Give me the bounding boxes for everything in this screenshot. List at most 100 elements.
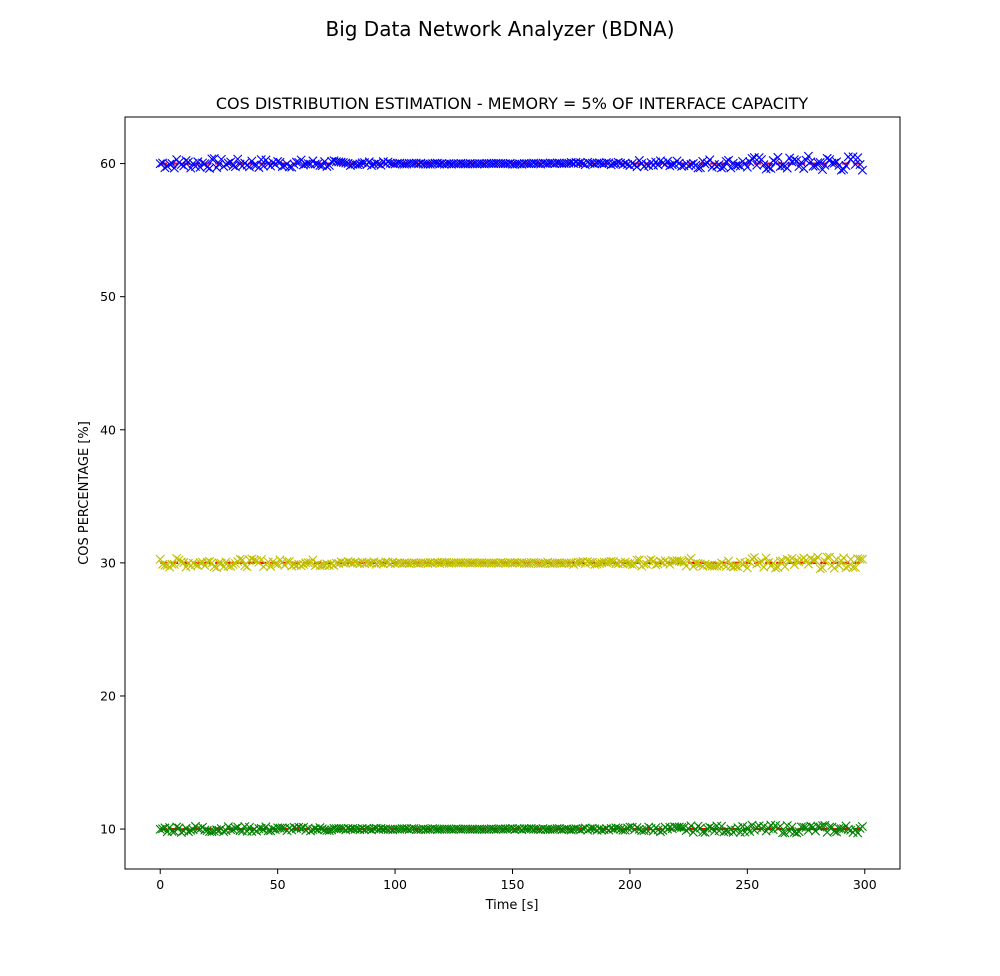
x-tick-label: 250 [735,877,759,892]
scatter-marker-series-1 [749,153,759,163]
scatter-marker-series-3 [458,824,468,834]
scatter-marker-series-1 [620,158,630,168]
scatter-marker-series-2 [850,562,860,573]
scatter-marker-series-1 [789,155,799,165]
x-tick-label: 100 [383,877,407,892]
scatter-marker-series-1 [763,162,774,173]
scatter-marker-series-2 [209,562,219,572]
scatter-marker-series-3 [792,828,802,838]
x-axis-ticks: 0 50 100 150 200 250 300 [156,869,877,892]
scatter-marker-series-3 [331,824,341,834]
y-tick-label: 20 [100,688,116,703]
scatter-marker-series-1 [601,157,612,168]
scatter-marker-series-1 [829,158,839,168]
scatter-marker-series-1 [320,157,330,167]
scatter-marker-series-1 [721,156,731,167]
scatter-marker-series-1 [214,159,224,169]
scatter-marker-series-1 [482,158,492,168]
scatter-marker-series-2 [822,552,832,562]
scatter-marker-series-1 [418,159,428,169]
scatter-marker-series-1 [413,159,424,169]
scatter-marker-series-1 [258,161,269,171]
scatter-marker-series-2 [266,561,276,571]
scatter-marker-series-1 [677,161,687,171]
scatter-marker-series-1 [803,151,813,161]
scatter-marker-series-2 [639,559,649,569]
scatter-marker-series-1 [841,160,851,171]
x-tick-label: 150 [501,877,525,892]
x-tick-label: 200 [618,877,642,892]
scatter-marker-series-3 [613,823,623,833]
scatter-marker-series-3 [472,824,482,834]
scatter-marker-series-2 [303,558,313,568]
scatter-marker-series-2 [484,558,494,568]
scatter-marker-series-2 [284,556,294,567]
scatter-marker-series-3 [583,825,593,835]
scatter-marker-series-3 [183,827,193,837]
scatter-marker-series-3 [747,820,757,830]
scatter-marker-series-3 [817,821,828,831]
scatter-marker-series-1 [291,157,302,167]
scatter-marker-series-2 [815,564,825,574]
scatter-marker-series-2 [324,560,334,571]
scatter-marker-series-1 [233,154,243,164]
scatter-marker-series-2 [723,556,734,566]
scatter-marker-series-2 [425,557,435,568]
scatter-marker-series-2 [322,559,332,569]
scatter-marker-series-1 [444,159,454,169]
scatter-marker-series-3 [374,824,384,834]
scatter-marker-series-3 [329,823,339,834]
scatter-marker-series-3 [587,823,597,833]
scatter-marker-series-2 [296,561,306,571]
scatter-marker-series-3 [686,821,696,831]
scatter-marker-series-3 [585,824,595,834]
scatter-marker-series-2 [780,561,790,572]
scatter-marker-series-3 [836,824,846,834]
scatter-marker-series-3 [453,824,464,834]
scatter-marker-series-2 [235,554,245,564]
scatter-marker-series-1 [834,160,844,171]
scatter-marker-series-1 [526,158,536,169]
scatter-marker-series-2 [770,563,781,573]
scatter-marker-series-1 [277,161,287,172]
scatter-marker-series-2 [817,563,828,573]
chart-title: COS DISTRIBUTION ESTIMATION - MEMORY = 5… [216,94,809,113]
scatter-marker-series-1 [435,159,445,169]
scatter-marker-series-2 [834,560,844,571]
y-axis-label: COS PERCENTAGE [%] [77,421,92,565]
scatter-marker-series-1 [458,159,468,169]
scatter-marker-series-3 [324,825,334,836]
scatter-marker-series-3 [477,824,487,834]
scatter-marker-series-2 [848,562,858,572]
scatter-marker-series-3 [601,823,612,834]
scatter-marker-series-3 [698,827,708,837]
scatter-marker-series-1 [733,160,743,170]
scatter-marker-series-2 [190,560,201,570]
scatter-marker-series-2 [585,557,595,567]
scatter-marker-series-3 [543,824,553,834]
scatter-marker-series-2 [669,556,680,566]
scatter-marker-series-3 [273,823,283,833]
scatter-marker-series-2 [681,561,691,571]
scatter-marker-series-3 [465,824,475,834]
scatter-marker-series-3 [385,824,395,834]
scatter-marker-series-3 [174,823,184,833]
scatter-marker-series-3 [230,823,240,833]
scatter-marker-series-1 [632,162,642,172]
scatter-marker-series-1 [470,159,480,169]
scatter-marker-series-1 [853,153,863,163]
scatter-marker-series-1 [207,154,217,164]
scatter-marker-series-1 [667,160,677,170]
scatter-marker-series-1 [352,160,363,170]
scatter-marker-series-1 [627,158,637,168]
scatter-marker-series-1 [249,160,259,170]
scatter-marker-series-1 [467,159,478,169]
scatter-marker-series-1 [820,160,830,170]
scatter-marker-series-1 [484,159,494,169]
scatter-marker-series-2 [381,557,391,567]
scatter-marker-series-2 [620,557,630,567]
x-tick-label: 0 [156,877,164,892]
scatter-marker-series-2 [505,557,515,568]
scatter-marker-series-1 [808,161,818,171]
scatter-marker-series-3 [780,828,790,838]
